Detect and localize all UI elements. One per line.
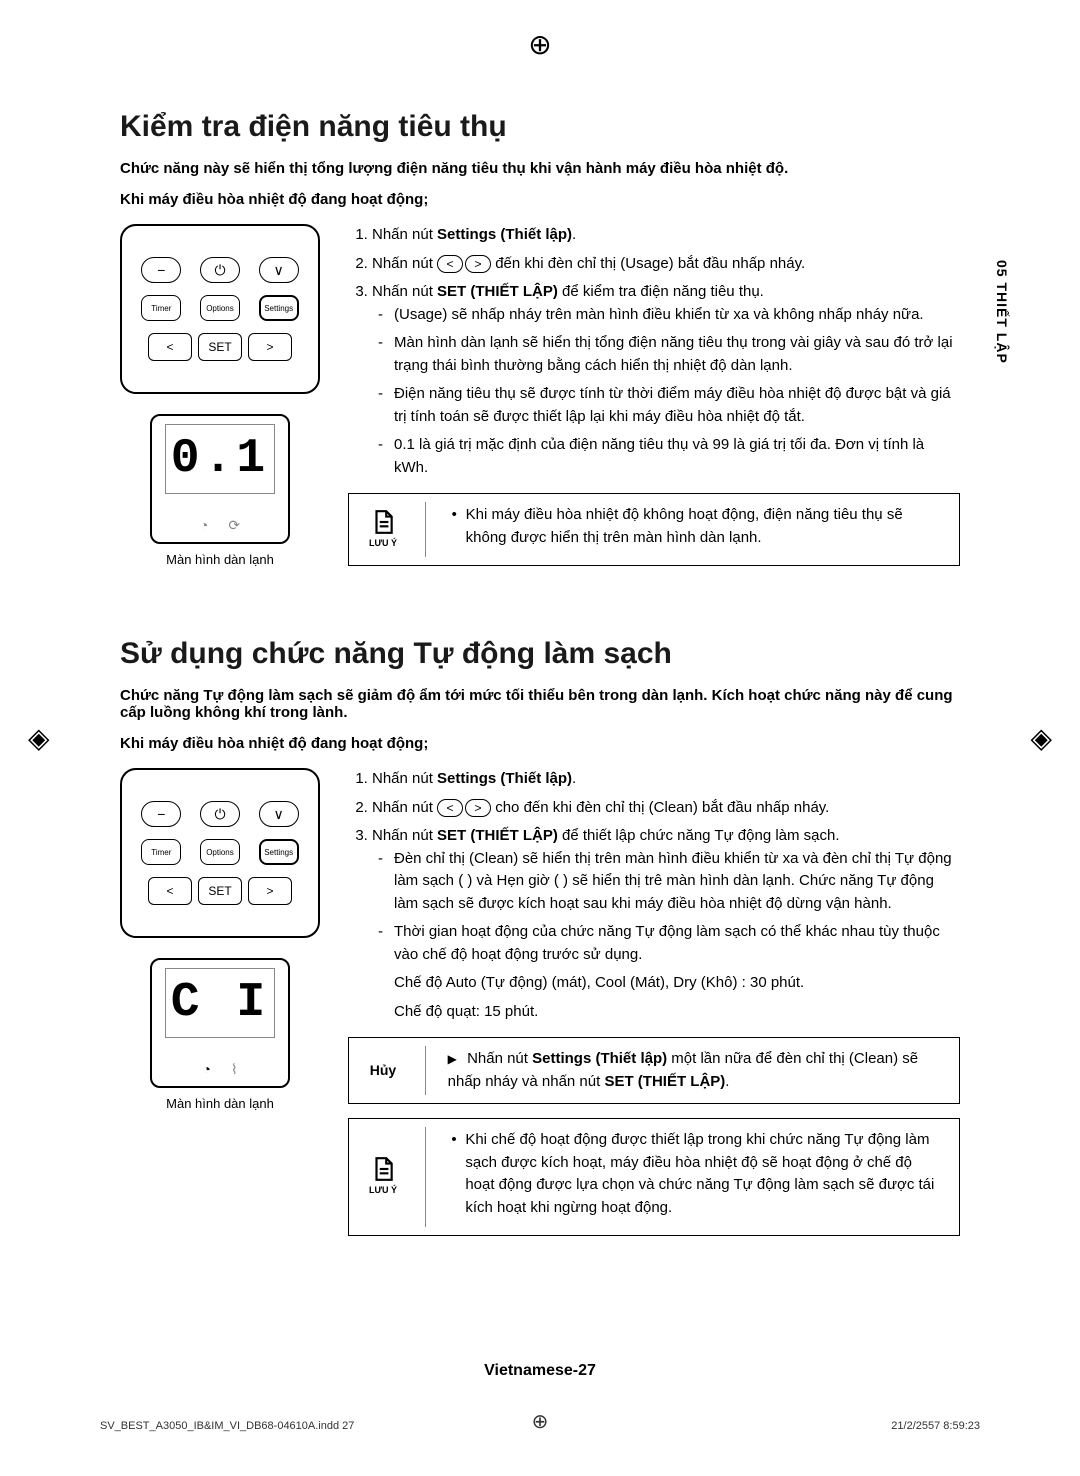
section2-step-2: Nhấn nút <> cho đến khi đèn chỉ thị (Cle… (372, 797, 960, 820)
cancel-box: Hủy ▶ Nhấn nút Settings (Thiết lập) một … (348, 1037, 960, 1104)
footer: SV_BEST_A3050_IB&IM_VI_DB68-04610A.indd … (100, 1420, 980, 1432)
note-label: LƯU Ý (369, 537, 397, 551)
section2-bullet-1: Đèn chỉ thị (Clean) sẽ hiển thị trên màn… (394, 848, 960, 916)
section1-bullet-1: (Usage) sẽ nhấp nháy trên màn hình điều … (394, 304, 960, 327)
chevron-right-icon: > (465, 255, 491, 273)
section2-note-box: LƯU Ý Khi chế độ hoạt động được thiết lậ… (348, 1118, 960, 1236)
crop-mark-bottom: ⊕ (532, 1409, 549, 1434)
remote-mock-2: − ⏻ ∨ Timer Options Settings < SET > (120, 768, 320, 938)
section2-bullet-2: Thời gian hoạt động của chức năng Tự độn… (394, 921, 960, 966)
remote-timer-button: Timer (141, 295, 181, 321)
remote-minus-button-2: − (141, 801, 181, 827)
section1-left-column: − ⏻ ∨ Timer Options Settings < SET > 0.1 (120, 224, 320, 567)
remote-timer-button-2: Timer (141, 839, 181, 865)
indoor-unit-display: 0.1 ◔ ⟳ Màn hình dàn lạnh (150, 414, 290, 567)
page-number: Vietnamese-27 (484, 1362, 596, 1380)
lcd-caption: Màn hình dàn lạnh (150, 552, 290, 567)
remote-left-button: < (148, 333, 192, 361)
timer-icon: ◔ (200, 517, 208, 534)
note-icon-2 (370, 1156, 396, 1182)
wifi-icon-2: ⌇ (231, 1061, 238, 1078)
section1-note-text: Khi máy điều hòa nhiệt độ không hoạt độn… (466, 504, 945, 549)
section2-step-3: Nhấn nút SET (THIẾT LẬP) để thiết lập ch… (372, 825, 960, 1023)
chevron-left-icon: < (437, 255, 463, 273)
section2-right-column: Nhấn nút Settings (Thiết lập). Nhấn nút … (348, 768, 960, 1236)
chevron-right-icon-2: > (465, 799, 491, 817)
section1-bullet-2: Màn hình dàn lạnh sẽ hiển thị tổng điện … (394, 332, 960, 377)
section2-step-1: Nhấn nút Settings (Thiết lập). (372, 768, 960, 791)
page-content: Kiểm tra điện năng tiêu thụ Chức năng nà… (120, 110, 960, 1336)
section1-note-box: LƯU Ý Khi máy điều hòa nhiệt độ không ho… (348, 493, 960, 566)
crop-mark-top: ⊕ (528, 28, 551, 61)
lcd-value-2: C I (165, 968, 275, 1038)
section1-intro: Chức năng này sẽ hiển thị tổng lượng điệ… (120, 160, 960, 177)
remote-down-button: ∨ (259, 257, 299, 283)
indoor-unit-display-2: C I ◔ ⌇ Màn hình dàn lạnh (150, 958, 290, 1111)
play-icon: ▶ (448, 1052, 457, 1066)
note-label-2: LƯU Ý (369, 1184, 397, 1198)
remote-minus-button: − (141, 257, 181, 283)
remote-left-button-2: < (148, 877, 192, 905)
remote-right-button-2: > (248, 877, 292, 905)
section1-bullet-3: Điện năng tiêu thụ sẽ được tính từ thời … (394, 383, 960, 428)
side-tab: 05 THIẾT LẬP (994, 260, 1010, 364)
section1-step-1: Nhấn nút Settings (Thiết lập). (372, 224, 960, 247)
chevron-left-icon-2: < (437, 799, 463, 817)
crop-mark-right: ◈ (1030, 722, 1052, 755)
lcd-value: 0.1 (165, 424, 275, 494)
section2-note-text: Khi chế độ hoạt động được thiết lập tron… (465, 1129, 945, 1219)
remote-down-button-2: ∨ (259, 801, 299, 827)
section2-subhead: Khi máy điều hòa nhiệt độ đang hoạt động… (120, 735, 960, 752)
section1-step-2: Nhấn nút <> đến khi đèn chỉ thị (Usage) … (372, 253, 960, 276)
lcd-caption-2: Màn hình dàn lạnh (150, 1096, 290, 1111)
section2-mode-2: Chế độ quạt: 15 phút. (394, 1001, 960, 1024)
remote-power-button-2: ⏻ (200, 801, 240, 827)
section2-left-column: − ⏻ ∨ Timer Options Settings < SET > (120, 768, 320, 1111)
footer-right: 21/2/2557 8:59:23 (891, 1420, 980, 1432)
remote-options-button: Options (200, 295, 240, 321)
section1-subhead: Khi máy điều hòa nhiệt độ đang hoạt động… (120, 191, 960, 208)
remote-power-button: ⏻ (200, 257, 240, 283)
timer-icon-2: ◔ (202, 1061, 210, 1078)
remote-set-button-2: SET (198, 877, 242, 905)
remote-set-button: SET (198, 333, 242, 361)
section2-intro: Chức năng Tự động làm sạch sẽ giảm độ ẩm… (120, 687, 960, 721)
remote-right-button: > (248, 333, 292, 361)
remote-settings-button-2: Settings (259, 839, 299, 865)
section2-mode-1: Chế độ Auto (Tự động) (mát), Cool (Mát),… (394, 972, 960, 995)
section2-title: Sử dụng chức năng Tự động làm sạch (120, 637, 960, 671)
remote-options-button-2: Options (200, 839, 240, 865)
section1-bullet-4: 0.1 là giá trị mặc định của điện năng ti… (394, 434, 960, 479)
crop-mark-left: ◈ (28, 722, 50, 755)
section1-title: Kiểm tra điện năng tiêu thụ (120, 110, 960, 144)
remote-mock: − ⏻ ∨ Timer Options Settings < SET > (120, 224, 320, 394)
cancel-label: Hủy (363, 1060, 403, 1081)
wifi-icon: ⟳ (228, 517, 240, 534)
section1-step-3: Nhấn nút SET (THIẾT LẬP) để kiểm tra điệ… (372, 281, 960, 479)
note-icon (370, 509, 396, 535)
section1-right-column: Nhấn nút Settings (Thiết lập). Nhấn nút … (348, 224, 960, 566)
footer-left: SV_BEST_A3050_IB&IM_VI_DB68-04610A.indd … (100, 1420, 354, 1432)
remote-settings-button: Settings (259, 295, 299, 321)
